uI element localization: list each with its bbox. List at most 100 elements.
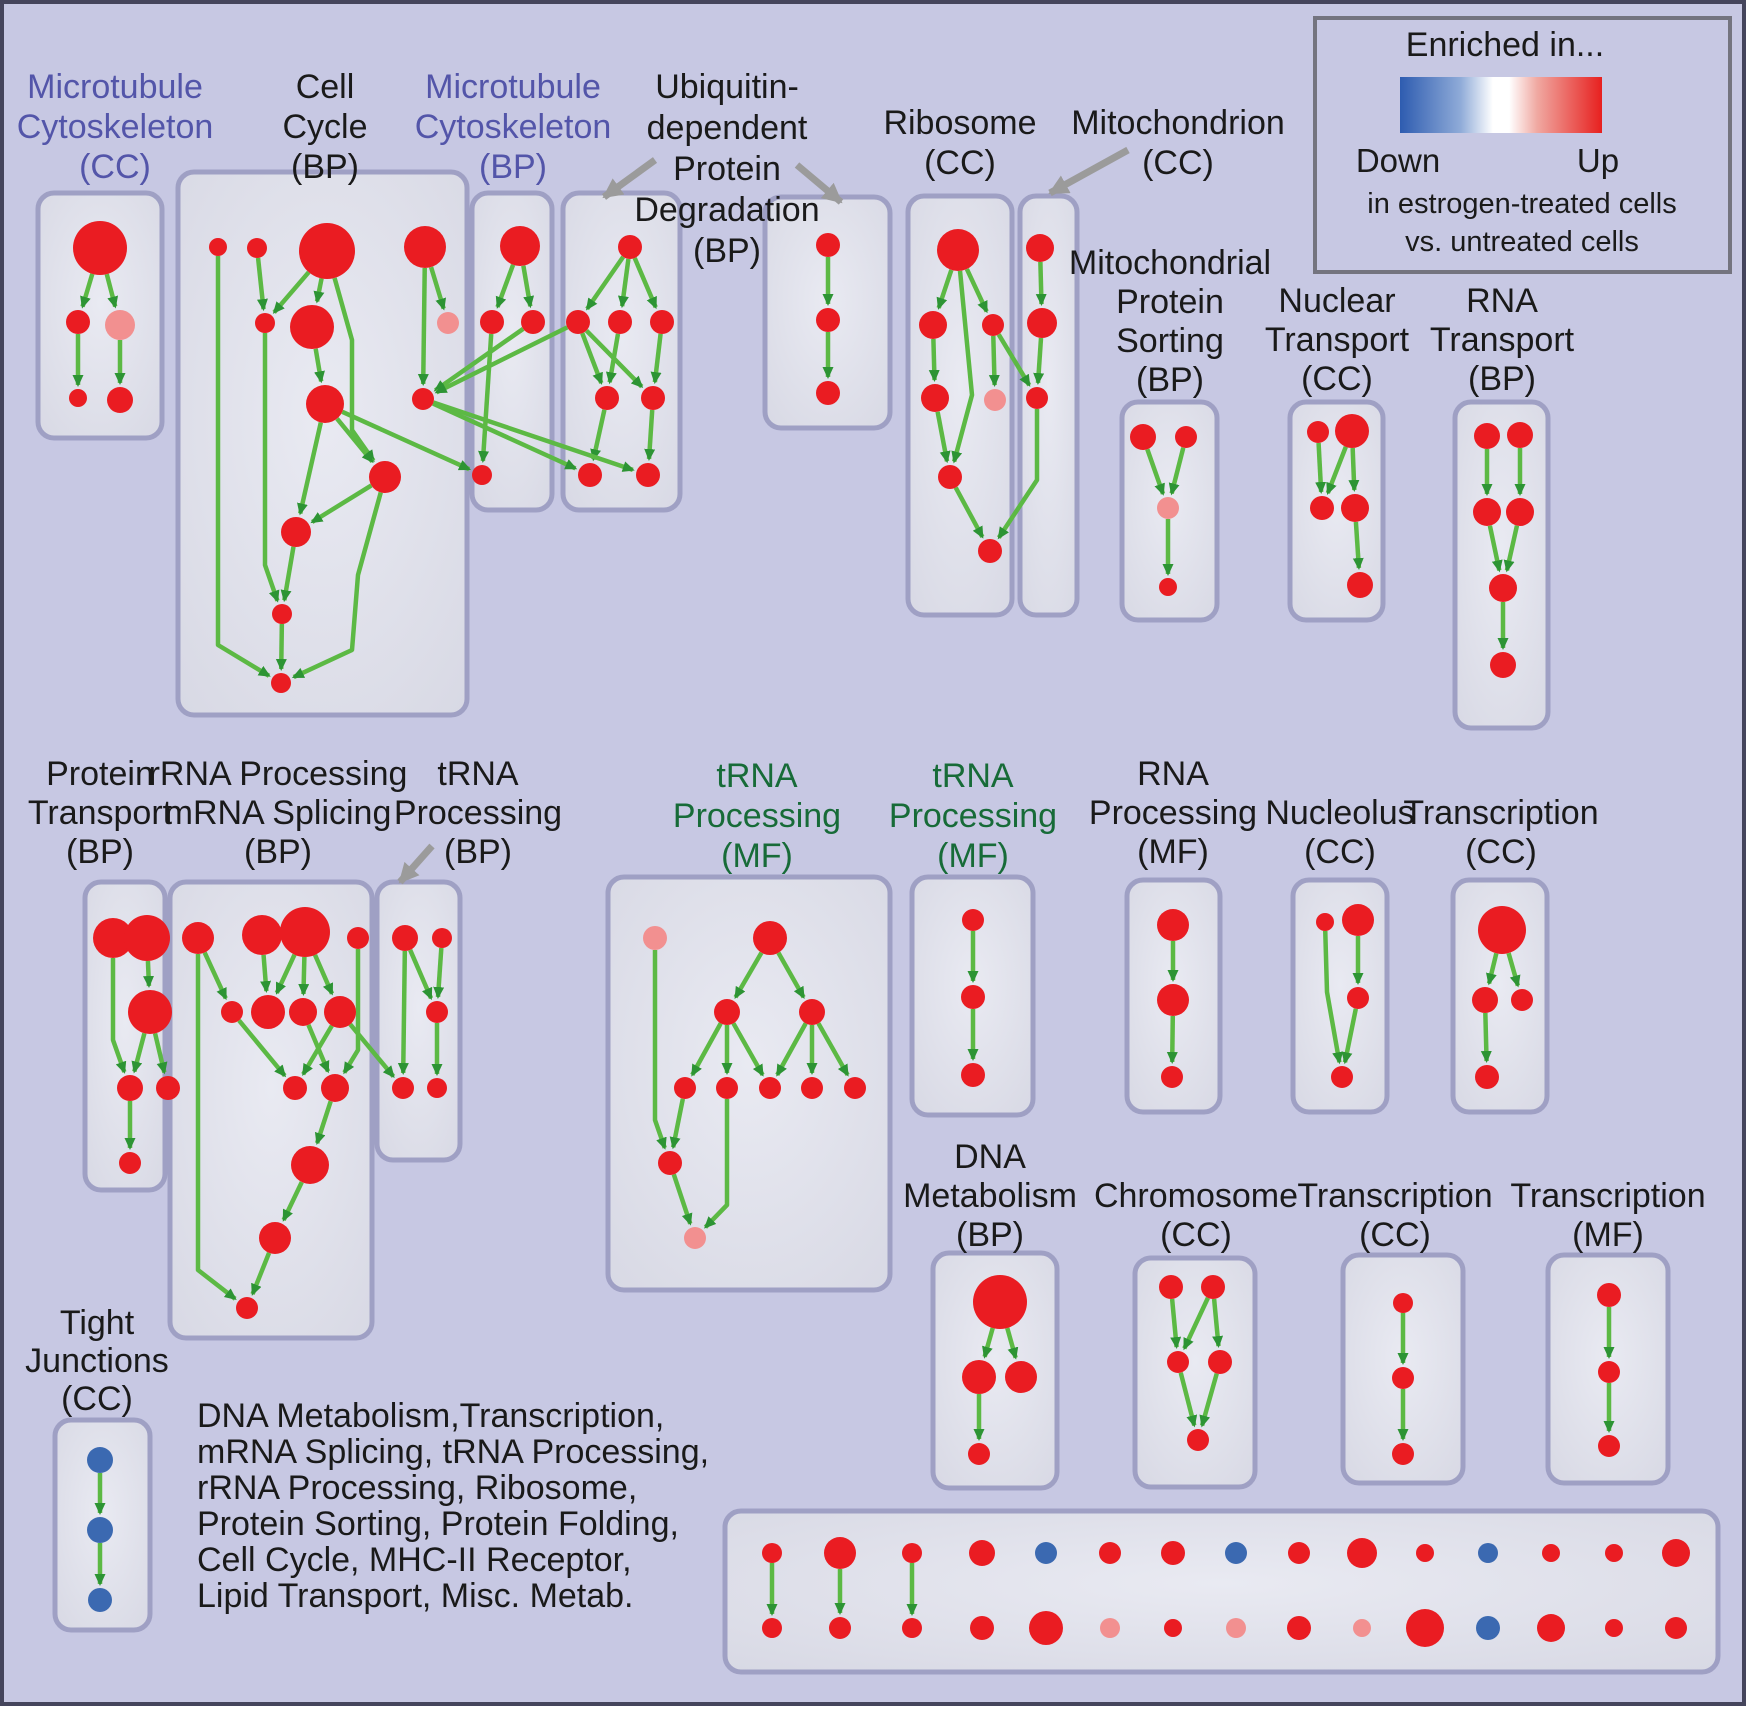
gene-set-node-t32: [1392, 1367, 1414, 1389]
edge-rr11-to-rr12: [281, 1181, 304, 1222]
gene-set-node-tc2: [1472, 987, 1498, 1013]
gene-set-node-m8t: [1225, 1542, 1247, 1564]
gene-set-node-tc1: [1478, 906, 1526, 954]
gene-set-node-nt1: [1307, 421, 1329, 443]
gene-set-node-rp3: [1161, 1066, 1183, 1088]
label-ribosome-cc-line-1: (CC): [924, 144, 996, 182]
gene-set-node-ub4: [650, 310, 674, 334]
gene-set-node-mt2: [66, 310, 90, 334]
label-nuclear-transport-cc-line-2: (CC): [1301, 360, 1373, 398]
gene-set-node-m11b: [1406, 1609, 1444, 1647]
label-ubiquitin-dependent-protein-degradation-bp-line-2: Protein: [673, 150, 781, 188]
gene-set-node-rt5: [1489, 574, 1517, 602]
gene-set-node-nu2: [1342, 904, 1374, 936]
edge-mb1-to-mb3: [521, 265, 535, 309]
edge-cc8-to-cc11: [297, 422, 323, 516]
label-nuclear-transport-cc-line-1: Transport: [1265, 321, 1410, 359]
edge-tb1-to-tb4: [397, 950, 409, 1076]
edge-tm4-to-tm9: [816, 1022, 850, 1077]
edge-cc6-to-cc8: [313, 348, 325, 384]
gene-set-node-nt5: [1347, 572, 1373, 598]
gene-set-node-t21: [962, 909, 984, 931]
edge-ub1-to-ub3: [617, 258, 631, 309]
label-nucleolus-cc-line-0: Nucleolus: [1265, 794, 1414, 832]
edge-cc8-to-cc10: [335, 417, 375, 464]
edge-mi3-to-rb7: [996, 409, 1040, 540]
gene-set-node-tm2: [753, 921, 787, 955]
edge-ch1-to-ch3: [1169, 1298, 1182, 1350]
gene-set-node-rr13: [236, 1297, 258, 1319]
legend-box: [1313, 16, 1732, 274]
edge-cc3-to-cc6: [313, 278, 325, 304]
gene-set-node-ch2: [1201, 1275, 1225, 1299]
label-nuclear-transport-cc-line-0: Nuclear: [1278, 282, 1395, 320]
gene-set-node-tm4: [799, 999, 825, 1025]
gene-set-node-ub8: [636, 463, 660, 487]
label-trna-processing-mf-1-line-1: Processing: [673, 797, 841, 835]
gene-set-node-m1b: [762, 1618, 782, 1638]
gene-set-node-rr10: [321, 1074, 349, 1102]
edge-rr1-to-rr5: [202, 951, 228, 1001]
edge-pt1-to-pt4: [110, 958, 127, 1074]
edge-mi1-to-mi2: [1035, 261, 1047, 307]
gene-set-node-rb7: [978, 539, 1002, 563]
gene-set-node-tj2: [87, 1517, 113, 1543]
gene-set-node-rr6: [251, 995, 285, 1029]
gene-set-node-tj1: [87, 1447, 113, 1473]
gene-set-node-t43: [1598, 1435, 1620, 1457]
gene-set-node-m1t: [762, 1543, 782, 1563]
edge-cc8-to-mb4: [341, 409, 472, 472]
edge-mb3-to-cc9: [433, 327, 525, 393]
gene-set-node-rr11: [291, 1146, 329, 1184]
group-box-chromosome-cc: [1132, 1255, 1258, 1490]
label-mitochondrial-protein-sorting-bp-line-3: (BP): [1136, 361, 1204, 399]
legend-up-label: Up: [1577, 142, 1619, 179]
label-chromosome-cc-line-1: (CC): [1160, 1216, 1232, 1254]
group-box-rna-transport-bp: [1452, 399, 1551, 731]
gene-set-node-m14b: [1605, 1619, 1623, 1637]
edge-cc4-to-cc9: [417, 267, 429, 387]
edge-tm1-to-tm10: [652, 950, 667, 1150]
label-cell-cycle-bp-line-2: (BP): [291, 148, 359, 186]
gene-set-node-t23: [961, 1063, 985, 1087]
edge-tb2-to-tb3: [433, 947, 445, 1000]
edge-cc1-to-cc13: [215, 256, 271, 678]
edge-ub2-to-cc9: [434, 325, 569, 395]
callout-arrow-icon-0: [601, 157, 658, 200]
label-transcription-cc-row3-line-0: Transcription: [1297, 1177, 1492, 1215]
label-nucleolus-cc-line-1: (CC): [1304, 833, 1376, 871]
callout-arrow-icon-3: [397, 843, 435, 885]
edge-mt1-to-mt3: [104, 273, 119, 309]
gene-set-node-dn1: [973, 1275, 1027, 1329]
gene-set-node-tj3: [88, 1588, 112, 1612]
gene-set-node-pt6: [119, 1152, 141, 1174]
gene-set-node-rr7: [289, 998, 317, 1026]
label-dna-metabolism-bp-line-2: (BP): [956, 1216, 1024, 1254]
gene-set-node-tm5: [674, 1077, 696, 1099]
edge-rr12-to-rr13: [250, 1252, 272, 1296]
gene-set-node-u22: [816, 308, 840, 332]
edge-ch2-to-ch4: [1211, 1298, 1224, 1349]
legend-subtitle-line-1: in estrogen-treated cells: [1367, 188, 1677, 220]
gene-set-node-tm6: [716, 1077, 738, 1099]
legend-subtitle-line-2: vs. untreated cells: [1405, 226, 1639, 258]
label-ubiquitin-dependent-protein-degradation-bp-line-0: Ubiquitin-: [655, 68, 799, 106]
gene-set-node-t33: [1392, 1443, 1414, 1465]
gene-set-node-tm1: [643, 926, 667, 950]
label-rna-processing-mf-line-0: RNA: [1137, 755, 1209, 793]
gene-set-node-m13t: [1542, 1544, 1560, 1562]
gene-set-node-mb2: [480, 310, 504, 334]
label-ubiquitin-dependent-protein-degradation-bp-line-3: Degradation: [634, 191, 819, 229]
label-trna-processing-mf-2-line-2: (MF): [937, 837, 1009, 875]
gene-set-node-m5t: [1035, 1542, 1057, 1564]
label-microtubule-cytoskeleton-cc-line-2: (CC): [79, 148, 151, 186]
label-tight-junctions-cc-line-2: (CC): [61, 1380, 133, 1418]
gene-set-node-cc4: [404, 226, 446, 268]
gene-set-node-ub6: [641, 386, 665, 410]
label-cell-cycle-bp-line-1: Cycle: [282, 108, 367, 146]
callout-arrow-icon-2: [1048, 146, 1130, 197]
edge-ub4-to-ub6: [650, 333, 663, 385]
callout-arrow-icon-1: [794, 162, 844, 205]
gene-set-node-t22: [961, 985, 985, 1009]
gene-set-node-cc1: [209, 238, 227, 256]
